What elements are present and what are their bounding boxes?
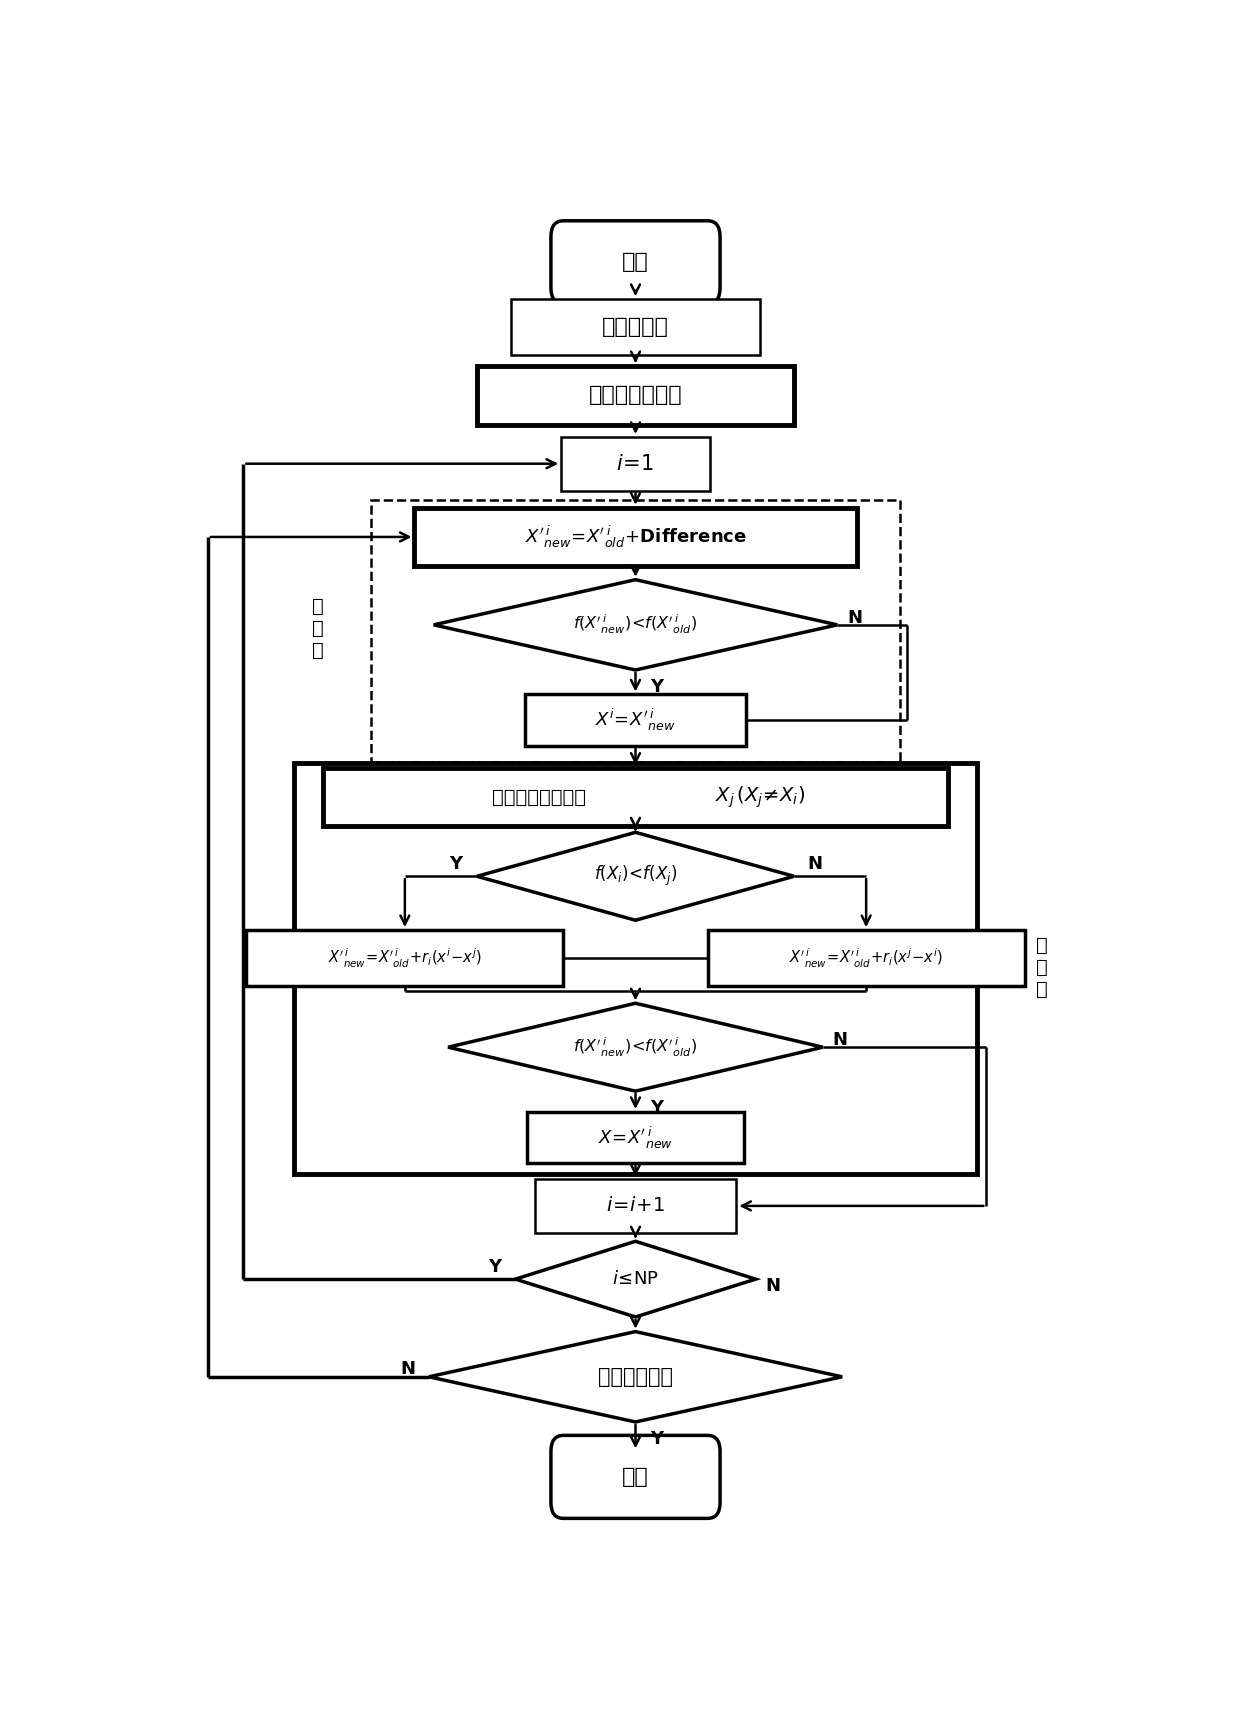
Text: 参数初始化: 参数初始化 [603, 316, 668, 337]
Text: N: N [807, 855, 822, 873]
Text: 结束: 结束 [622, 1467, 649, 1486]
Text: Y: Y [650, 677, 663, 696]
Text: $f(X_i)\!<\!f(X_j)$: $f(X_i)\!<\!f(X_j)$ [594, 864, 677, 888]
FancyBboxPatch shape [551, 1436, 720, 1519]
Bar [414, 508, 857, 567]
Text: $f(X'^{\,i}_{new})\!<\!f(X'^{\,i}_{old})$: $f(X'^{\,i}_{new})\!<\!f(X'^{\,i}_{old})… [573, 1035, 698, 1059]
Polygon shape [429, 1332, 842, 1422]
Bar [294, 762, 977, 1173]
Text: 学
阶
段: 学 阶 段 [1037, 937, 1048, 999]
Text: $X'^{\,i}_{new}\!=\!X'^{\,i}_{old}\!+\!r_i(x^j\!-\!x^i)$: $X'^{\,i}_{new}\!=\!X'^{\,i}_{old}\!+\!r… [789, 947, 944, 969]
Text: N: N [765, 1277, 780, 1296]
Text: Y: Y [650, 1431, 663, 1448]
Text: N: N [833, 1032, 848, 1049]
Polygon shape [477, 833, 794, 921]
Text: $X_j\,(X_j\!\neq\! X_i)$: $X_j\,(X_j\!\neq\! X_i)$ [715, 785, 806, 810]
Text: 教
阶
段: 教 阶 段 [312, 596, 324, 660]
Bar [560, 437, 711, 491]
Bar [708, 930, 1024, 987]
Bar [477, 366, 794, 425]
Bar [324, 767, 947, 826]
Text: $X'^{\,i}_{new}\!=\!X'^{\,i}_{old}\!+\!$$\mathbf{Difference}$: $X'^{\,i}_{new}\!=\!X'^{\,i}_{old}\!+\!$… [525, 524, 746, 550]
Bar [525, 695, 746, 746]
Text: 从种群中随机选取: 从种群中随机选取 [492, 788, 587, 807]
Text: $X'^{\,i}_{new}\!=\!X'^{\,i}_{old}\!+\!r_i(x^i\!-\!x^j)$: $X'^{\,i}_{new}\!=\!X'^{\,i}_{old}\!+\!r… [327, 947, 482, 969]
FancyBboxPatch shape [551, 221, 720, 304]
Text: $i\!=\!i\!+\!1$: $i\!=\!i\!+\!1$ [606, 1196, 665, 1215]
Text: Y: Y [650, 1099, 663, 1118]
Text: 开始: 开始 [622, 252, 649, 273]
Bar [247, 930, 563, 987]
Text: $f(X'^{\,i}_{new})\!<\!f(X'^{\,i}_{old})$: $f(X'^{\,i}_{new})\!<\!f(X'^{\,i}_{old})… [573, 613, 698, 636]
Text: $X^i\!=\!X'^{\,i}_{new}$: $X^i\!=\!X'^{\,i}_{new}$ [595, 707, 676, 733]
Text: Y: Y [487, 1258, 501, 1275]
Polygon shape [448, 1004, 823, 1090]
Text: $i\!\leq\!$NP: $i\!\leq\!$NP [613, 1270, 658, 1287]
Bar [534, 1178, 737, 1232]
Bar [511, 299, 760, 354]
Text: $X\!=\!X'^{\,i}_{new}$: $X\!=\!X'^{\,i}_{new}$ [598, 1125, 673, 1151]
Bar [527, 1111, 744, 1163]
Polygon shape [434, 579, 837, 670]
Text: $i\!=\!1$: $i\!=\!1$ [616, 454, 655, 473]
Bar [371, 501, 900, 762]
Text: 满足结束条件: 满足结束条件 [598, 1367, 673, 1388]
Text: Y: Y [449, 855, 463, 873]
Text: N: N [401, 1360, 415, 1379]
Text: 随机初始化种群: 随机初始化种群 [589, 385, 682, 406]
Polygon shape [516, 1241, 755, 1317]
Text: N: N [847, 608, 862, 627]
